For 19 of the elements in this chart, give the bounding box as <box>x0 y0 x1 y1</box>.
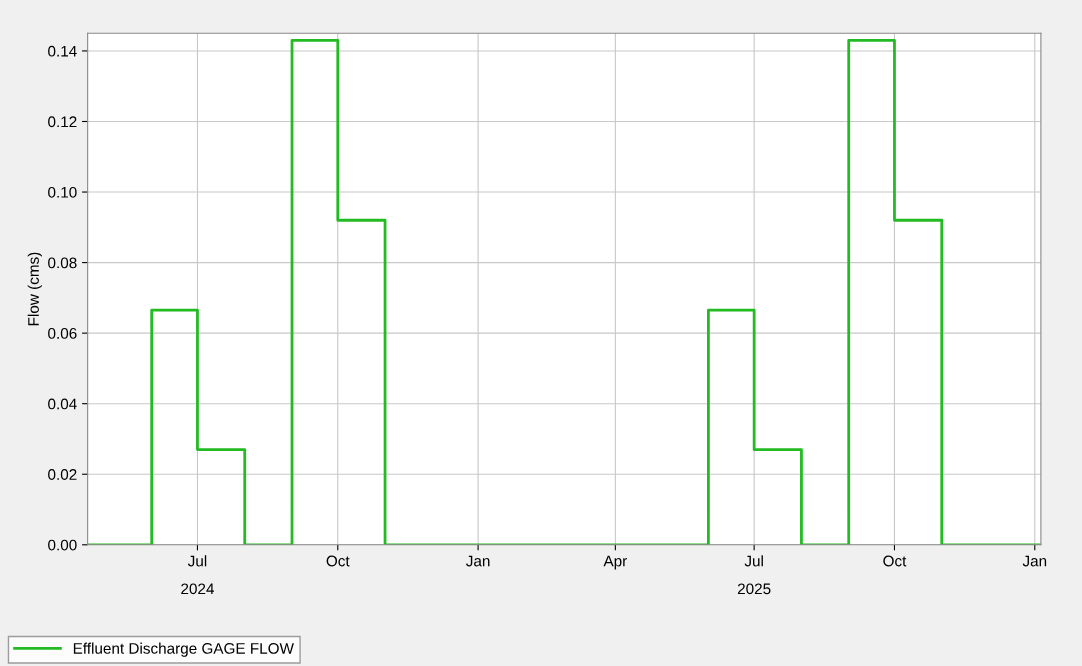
y-axis-title: Flow (cms) <box>27 252 42 326</box>
y-tick-label: 0.08 <box>48 257 77 269</box>
y-tick-label: 0.02 <box>48 469 77 480</box>
x-tick-label: Oct <box>326 555 350 567</box>
y-tick-label: 0.04 <box>48 398 77 410</box>
x-tick-label: Jul <box>744 555 763 567</box>
x-tick-label: Jul <box>187 555 207 567</box>
x-tick-label: Jan <box>466 555 490 567</box>
y-tick-label: 0.10 <box>48 186 77 198</box>
x2-tick-label: 2024 <box>181 583 214 595</box>
y-tick-label: 0.06 <box>48 328 77 339</box>
y-tick-label: 0.14 <box>48 45 77 57</box>
x2-tick-label: 2025 <box>737 583 771 595</box>
y-tick-label: 0.00 <box>48 539 77 551</box>
x-tick-label: Apr <box>603 555 627 570</box>
x-tick-label: Oct <box>883 555 907 567</box>
y-tick-label: 0.12 <box>48 116 77 128</box>
x-tick-label: Jan <box>1022 555 1047 567</box>
legend-label: Effluent Discharge GAGE FLOW <box>73 642 294 657</box>
